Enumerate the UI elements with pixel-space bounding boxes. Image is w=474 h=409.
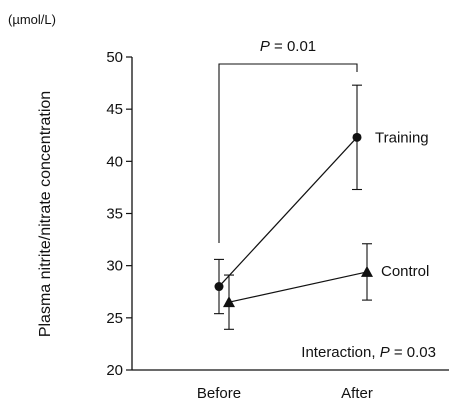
y-tick-label: 50 xyxy=(106,49,123,66)
data-point xyxy=(352,132,362,142)
interaction-annotation: Interaction, P = 0.03 xyxy=(301,344,436,361)
series-line xyxy=(228,271,368,303)
x-tick-label: After xyxy=(341,385,373,402)
data-point xyxy=(361,265,373,277)
bracket-line xyxy=(218,63,358,243)
series-line xyxy=(218,136,358,287)
series-label: Training xyxy=(375,129,429,146)
series-label: Control xyxy=(381,263,429,280)
x-tick-label: Before xyxy=(197,385,241,402)
significance-bracket: P = 0.01 xyxy=(218,38,358,243)
y-tick-label: 40 xyxy=(106,153,123,170)
series-control: Control xyxy=(223,243,429,330)
y-tick-label: 35 xyxy=(106,206,123,223)
series-group: Training Control xyxy=(214,84,429,330)
data-point xyxy=(214,282,224,292)
axes: 20 25 30 35 40 45 50 Before After xyxy=(106,49,449,402)
data-point xyxy=(223,296,235,308)
unit-label: (µmol/L) xyxy=(8,12,56,27)
y-tick-label: 20 xyxy=(106,362,123,379)
series-training: Training xyxy=(214,84,429,315)
y-tick-label: 30 xyxy=(106,258,123,275)
bracket-p-value: P = 0.01 xyxy=(260,38,316,55)
y-axis-title: Plasma nitrite/nitrate concentration xyxy=(37,91,54,337)
y-tick-label: 25 xyxy=(106,310,123,327)
y-tick-label: 45 xyxy=(106,101,123,118)
